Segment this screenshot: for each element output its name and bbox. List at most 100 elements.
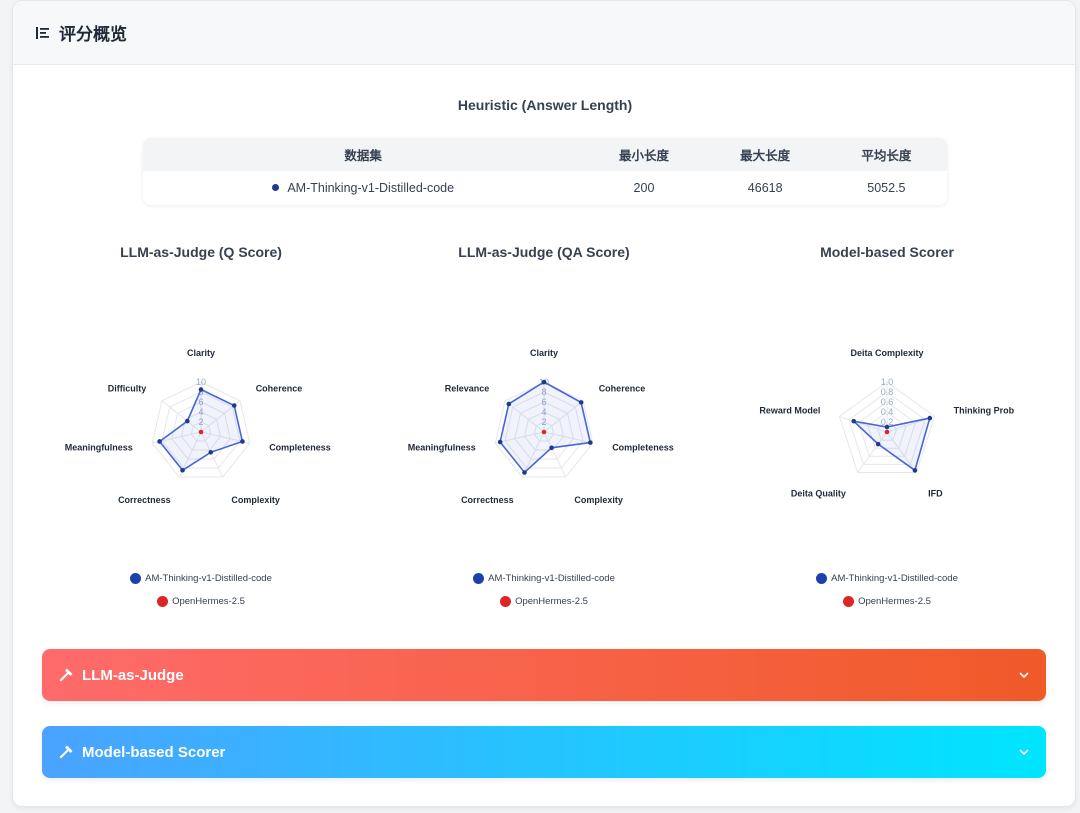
column-header: 最小长度 [618, 149, 669, 163]
data-point [875, 441, 881, 447]
data-point [588, 440, 593, 445]
data-point [231, 403, 237, 408]
axis-label: Completeness [269, 443, 331, 453]
legend-label: AM-Thinking-v1-Distilled-code [831, 573, 958, 584]
grid-spoke [521, 431, 545, 478]
grid-spoke [543, 400, 584, 433]
legend-dot-icon [157, 596, 169, 607]
column-header: 数据集 [344, 149, 382, 163]
grid-spoke [495, 431, 545, 444]
tick-label: 2 [541, 417, 546, 427]
grid-ring [161, 391, 241, 469]
grid-spoke [543, 431, 567, 478]
tick-label: 4 [198, 407, 203, 417]
data-point [208, 449, 214, 455]
grid-spoke [857, 431, 888, 473]
data-point [884, 424, 890, 430]
tick-label: 8 [198, 387, 203, 397]
data-point [851, 418, 857, 424]
axis-label: Correctness [118, 495, 171, 505]
data-point [198, 387, 204, 392]
tick-label: 2 [198, 417, 203, 427]
series-polygon [499, 381, 592, 474]
data-point-zero [198, 429, 204, 435]
data-point [180, 467, 185, 473]
legend-dot-icon [816, 573, 828, 584]
min-length-cell: 200 [633, 181, 655, 195]
legend-dot-icon [473, 573, 485, 584]
axis-label: Meaningfulness [408, 443, 476, 453]
card-title: 评分概览 [59, 25, 127, 44]
table-row: AM-Thinking-v1-Distilled-code 200 46618 … [143, 171, 947, 205]
grid-spoke [161, 400, 202, 433]
grid-ring [494, 381, 594, 478]
chevron-down-icon[interactable] [1018, 669, 1030, 681]
dataset-dot-icon [272, 184, 280, 192]
legend-label: OpenHermes-2.5 [172, 596, 245, 607]
legend-item-am-thinking[interactable]: AM-Thinking-v1-Distilled-code [31, 567, 371, 590]
dataset-name: AM-Thinking-v1-Distilled-code [287, 181, 455, 195]
tick-label: 0.4 [881, 407, 894, 417]
column-header: 最大长度 [740, 149, 791, 163]
dataset-cell: AM-Thinking-v1-Distilled-code [143, 171, 583, 205]
chart-legend: AM-Thinking-v1-Distilled-code OpenHermes… [31, 567, 371, 613]
legend-dot-icon [843, 596, 855, 607]
legend-item-openhermes[interactable]: OpenHermes-2.5 [31, 590, 371, 613]
data-point-zero [541, 429, 547, 435]
score-overview-card: 评分概览 Heuristic (Answer Length) 数据集 最小长度 … [12, 0, 1076, 807]
grid-ring [848, 391, 926, 465]
grid-ring [514, 401, 574, 460]
hammer-icon [59, 745, 73, 759]
axis-label: Clarity [187, 348, 215, 358]
column-header: 平均长度 [861, 149, 912, 163]
axis-label: Relevance [445, 383, 490, 393]
grid-ring [190, 421, 212, 442]
card-header: 评分概览 [13, 1, 1075, 65]
hammer-icon [59, 668, 73, 682]
axis-label: IFD [928, 489, 943, 499]
avg-length-cell: 5052.5 [867, 181, 906, 195]
axis-label: Coherence [256, 383, 303, 393]
tick-label: 6 [541, 397, 546, 407]
data-point [157, 439, 162, 444]
chart-title-model-scorer: Model-based Scorer [820, 244, 954, 260]
chart-legend: AM-Thinking-v1-Distilled-code OpenHermes… [374, 567, 714, 613]
chart-title-qa-score: LLM-as-Judge (QA Score) [458, 244, 630, 260]
grid-ring [533, 421, 555, 442]
legend-item-am-thinking[interactable]: AM-Thinking-v1-Distilled-code [374, 567, 714, 590]
axis-label: Coherence [599, 383, 646, 393]
tick-label: 8 [541, 387, 546, 397]
grid-spoke [504, 400, 545, 433]
table-header-row: 数据集 最小长度 最大长度 平均长度 [143, 138, 947, 171]
legend-label: OpenHermes-2.5 [858, 596, 931, 607]
data-point [549, 445, 554, 451]
data-point [185, 418, 190, 424]
list-icon [36, 26, 49, 39]
legend-item-am-thinking[interactable]: AM-Thinking-v1-Distilled-code [717, 567, 1057, 590]
heuristic-table: 数据集 最小长度 最大长度 平均长度 AM-Thinking-v1-Distil… [143, 138, 947, 205]
legend-item-openhermes[interactable]: OpenHermes-2.5 [374, 590, 714, 613]
radar-chart-model-scorer: 1.00.80.60.40.2 Deita Complexity Thinking … [759, 348, 1014, 499]
tick-label: 1.0 [881, 377, 894, 387]
axis-label: Deita Complexity [850, 348, 923, 358]
accordion-label: Model-based Scorer [82, 743, 226, 761]
chevron-down-icon[interactable] [1018, 746, 1030, 758]
grid-ring [876, 421, 898, 441]
axis-label: Correctness [461, 495, 514, 505]
max-length-cell: 46618 [747, 181, 783, 195]
legend-item-openhermes[interactable]: OpenHermes-2.5 [717, 590, 1057, 613]
heuristic-title: Heuristic (Answer Length) [457, 97, 633, 113]
axis-label: Difficulty [108, 383, 147, 393]
tick-label: 0.6 [881, 397, 894, 407]
grid-ring [523, 411, 565, 451]
legend-label: OpenHermes-2.5 [515, 596, 588, 607]
data-point [912, 468, 918, 473]
axis-label: Meaningfulness [65, 443, 133, 453]
grid-spoke [839, 416, 888, 433]
chart-title-q-score: LLM-as-Judge (Q Score) [120, 244, 282, 260]
accordion-llm-as-judge[interactable]: LLM-as-Judge [42, 649, 1046, 701]
data-point-zero [884, 429, 890, 435]
accordion-model-based-scorer[interactable]: Model-based Scorer [42, 726, 1046, 778]
data-point [541, 379, 547, 385]
